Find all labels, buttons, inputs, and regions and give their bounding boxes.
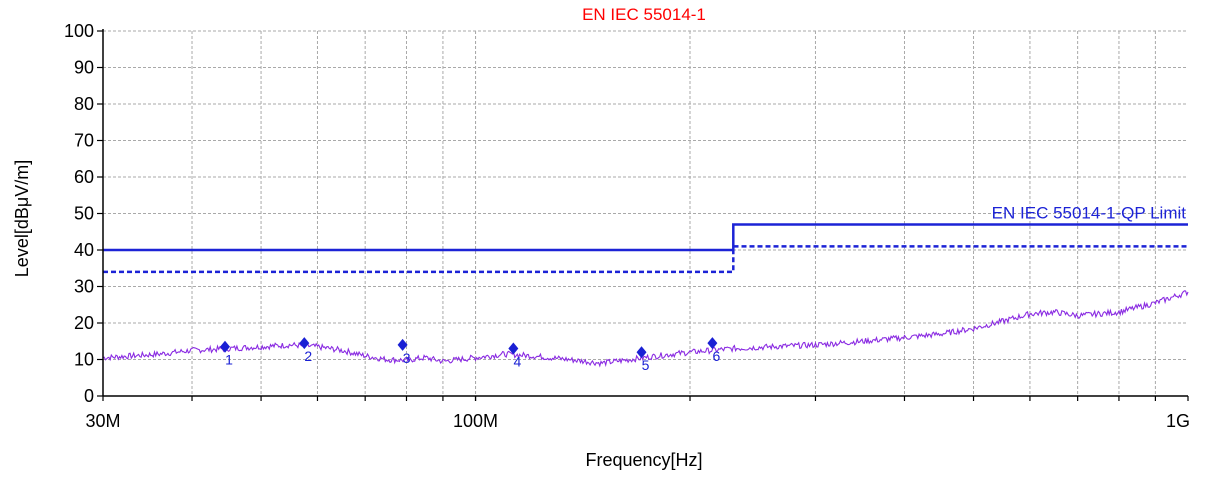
y-tick-label: 0 (84, 386, 94, 406)
y-tick-label: 10 (74, 350, 94, 370)
marker-diamond (299, 337, 310, 350)
y-tick-label: 60 (74, 167, 94, 187)
marker-label: 6 (712, 348, 720, 364)
marker-diamond (707, 337, 718, 350)
y-tick-label: 30 (74, 277, 94, 297)
marker-diamond (636, 346, 647, 359)
chart-title: EN IEC 55014-1 (582, 5, 706, 24)
y-tick-label: 70 (74, 131, 94, 151)
axes: 0 10 20 30 40 50 60 70 80 90 100 30M 100M 1G (64, 21, 1190, 431)
marker-diamond (397, 338, 408, 351)
y-tick-label: 40 (74, 240, 94, 260)
marker-diamond (220, 340, 231, 353)
marker-label: 3 (403, 350, 411, 366)
series-layer (102, 223, 1189, 368)
y-axis-label: Level[dBμV/m] (12, 160, 32, 277)
limit-line-qp (103, 223, 1188, 252)
x-tick-label: 1G (1166, 411, 1190, 431)
limit-line-dashed (103, 245, 1188, 274)
marker-label: 2 (304, 348, 312, 364)
marker-label: 5 (642, 357, 650, 373)
limit-label: EN IEC 55014-1-QP Limit (992, 203, 1187, 222)
y-tick-label: 80 (74, 94, 94, 114)
measurement-trace (102, 290, 1189, 368)
marker-label: 4 (513, 354, 521, 370)
y-tick-label: 50 (74, 204, 94, 224)
marker-layer: 1 2 3 4 5 6 (220, 337, 720, 373)
x-tick-label: 30M (85, 411, 120, 431)
x-tick-label: 100M (453, 411, 498, 431)
y-tick-label: 100 (64, 21, 94, 41)
y-tick-label: 20 (74, 313, 94, 333)
x-axis-label: Frequency[Hz] (585, 450, 702, 470)
y-tick-label: 90 (74, 58, 94, 78)
marker-diamond (508, 342, 519, 355)
marker-label: 1 (225, 352, 233, 368)
